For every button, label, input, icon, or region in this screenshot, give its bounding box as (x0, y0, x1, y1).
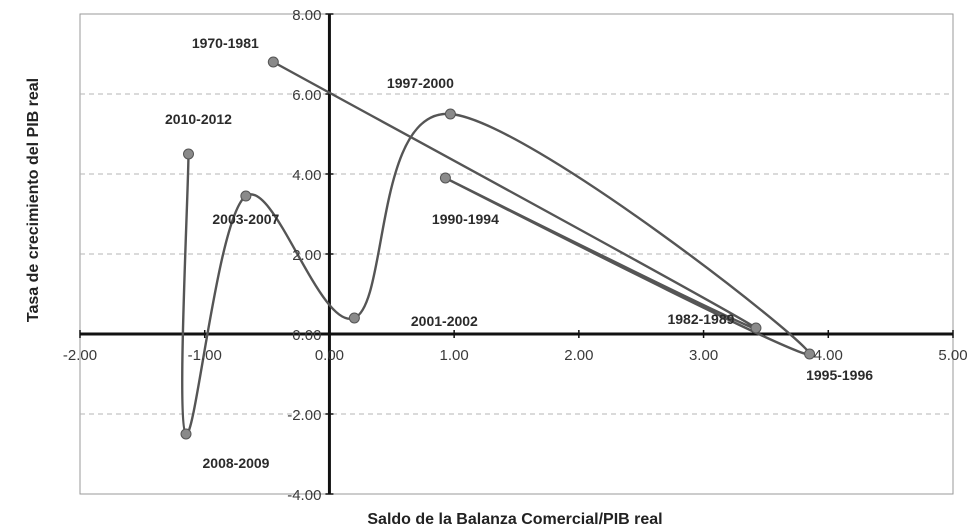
point-label: 1990-1994 (432, 211, 499, 227)
x-tick-label: -1.00 (188, 347, 222, 364)
y-tick-label: 0.00 (292, 327, 321, 344)
y-axis-title: Tasa de crecimiento del PIB real (25, 78, 42, 322)
data-point (183, 148, 195, 160)
point-label: 2010-2012 (165, 111, 232, 127)
tick-labels-group: -2.00 -1.00 0.00 1.00 2.00 3.00 4.00 5.00 -4.00 -… (63, 7, 968, 504)
point-label: 1970-1981 (192, 35, 259, 51)
x-axis-title: Saldo de la Balanza Comercial/PIB real (367, 511, 662, 528)
y-tick-label: 6.00 (292, 87, 321, 104)
data-point (240, 190, 252, 202)
data-point (750, 322, 762, 334)
point-label: 2003-2007 (212, 211, 279, 227)
data-point (267, 56, 279, 68)
x-tick-label: 5.00 (938, 347, 967, 364)
point-label: 1997-2000 (387, 75, 454, 91)
x-tick-label: 1.00 (440, 347, 469, 364)
point-label: 1995-1996 (806, 367, 873, 383)
point-label: 2001-2002 (411, 313, 478, 329)
data-point (348, 312, 360, 324)
x-tick-label: -2.00 (63, 347, 97, 364)
gridlines (80, 93, 953, 415)
x-tick-label: 3.00 (689, 347, 718, 364)
x-tick-label: 4.00 (814, 347, 843, 364)
data-point (180, 428, 192, 440)
y-tick-label: -2.00 (287, 407, 321, 424)
x-tick-label: 0.00 (315, 347, 344, 364)
y-tick-label: 8.00 (292, 7, 321, 24)
point-label: 1982-1989 (667, 311, 734, 327)
data-point (444, 108, 456, 120)
x-tick-label: 2.00 (564, 347, 593, 364)
point-label: 2008-2009 (203, 455, 270, 471)
y-tick-label: 4.00 (292, 167, 321, 184)
points-group (180, 56, 816, 440)
data-point (804, 348, 816, 360)
y-tick-label: 2.00 (292, 247, 321, 264)
y-tick-label: -4.00 (287, 487, 321, 504)
data-point (439, 172, 451, 184)
point-labels-group: 1970-1981 1982-1989 1990-1994 1995-1996 1997… (165, 35, 873, 471)
